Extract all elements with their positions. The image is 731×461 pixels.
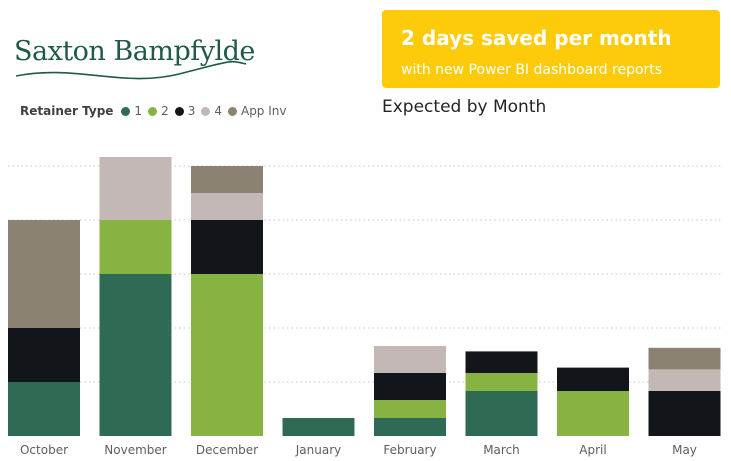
legend-label-4: 4	[214, 104, 222, 118]
bar-segment-december-app-inv[interactable]	[191, 166, 263, 193]
bar-segment-december-3[interactable]	[191, 220, 263, 274]
bar-segment-october-1[interactable]	[8, 382, 80, 436]
savings-banner: 2 days saved per month with new Power BI…	[382, 10, 720, 88]
banner-subtitle: with new Power BI dashboard reports	[401, 62, 663, 78]
bar-segment-november-1[interactable]	[99, 274, 172, 436]
saxton-bampfylde-logo: Saxton Bampfylde	[14, 36, 254, 80]
legend-dot-2	[148, 106, 158, 116]
legend-item-app-inv[interactable]: App Inv	[227, 104, 287, 118]
legend-label-2: 2	[161, 104, 169, 118]
legend-label-1: 1	[134, 104, 143, 118]
legend-dot-1	[121, 106, 131, 116]
bar-segment-march-1[interactable]	[465, 391, 538, 436]
bar-segment-may-4[interactable]	[648, 369, 721, 391]
legend-item-4[interactable]: 4	[201, 104, 222, 118]
legend-item-2[interactable]: 2	[148, 104, 169, 118]
x-tick-label: November	[104, 443, 166, 457]
banner-title: 2 days saved per month	[401, 26, 672, 50]
bar-segment-march-2[interactable]	[465, 373, 538, 391]
bar-segment-january-1[interactable]	[282, 418, 355, 436]
bar-segment-october-3[interactable]	[8, 328, 80, 382]
bar-segment-december-2[interactable]	[191, 274, 263, 436]
bar-segment-october-app-inv[interactable]	[8, 220, 80, 328]
legend-label-app-inv: App Inv	[240, 104, 287, 118]
legend-dot-app-inv	[227, 106, 237, 116]
bar-segment-november-2[interactable]	[99, 220, 172, 274]
legend-dot-4	[201, 106, 211, 116]
legend-dot-3	[174, 106, 184, 116]
legend-label-3: 3	[187, 104, 196, 118]
bar-segment-may-app-inv[interactable]	[648, 347, 721, 370]
bar-segment-february-2[interactable]	[374, 400, 446, 418]
bar-segment-february-3[interactable]	[374, 373, 446, 400]
legend-title: Retainer Type	[20, 104, 114, 118]
bar-segment-april-3[interactable]	[557, 367, 629, 391]
x-tick-label: April	[579, 443, 606, 457]
bar-segment-april-2[interactable]	[557, 391, 629, 436]
bar-segment-march-3[interactable]	[465, 351, 538, 373]
x-tick-label: December	[196, 443, 258, 457]
legend-item-1[interactable]: 1	[121, 104, 142, 118]
x-tick-label: March	[483, 443, 520, 457]
bar-segment-november-4[interactable]	[99, 157, 172, 220]
chart-legend: Retainer Type 1 2 3 4 App Inv	[20, 102, 293, 120]
bar-segment-december-4[interactable]	[191, 193, 263, 220]
x-tick-label: February	[383, 443, 436, 457]
legend-item-3[interactable]: 3	[174, 104, 196, 118]
bar-segment-february-1[interactable]	[374, 418, 446, 436]
logo-swoosh	[15, 60, 247, 80]
logo-text: Saxton Bampfylde	[14, 36, 254, 67]
bar-segment-february-4[interactable]	[374, 346, 446, 373]
x-tick-label: May	[672, 443, 697, 457]
chart-title: Expected by Month	[382, 97, 547, 117]
bar-segment-may-3[interactable]	[648, 391, 721, 436]
x-tick-label: October	[20, 443, 68, 457]
x-tick-label: January	[295, 443, 342, 457]
